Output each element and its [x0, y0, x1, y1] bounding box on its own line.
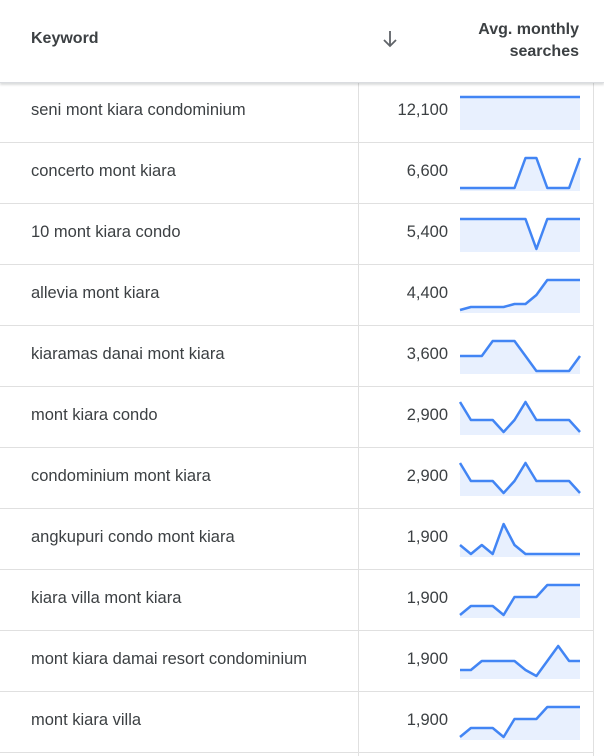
keyword-cell: mont kiara damai resort condominium — [31, 650, 308, 668]
sparkline-line — [459, 705, 580, 739]
keyword-cell: mont kiara villa — [31, 711, 142, 729]
sparkline-area — [460, 97, 580, 130]
keyword-cell: kiara villa mont kiara — [31, 589, 182, 607]
trend-sparkline — [460, 217, 580, 252]
sparkline-area — [460, 585, 580, 618]
sparkline-line — [458, 400, 581, 434]
avg-monthly-searches-cell: 1,900 — [406, 711, 448, 729]
keyword-cell: seni mont kiara condominium — [31, 101, 246, 119]
keyword-column-header[interactable]: Keyword — [31, 30, 99, 47]
sparkline-area — [460, 646, 580, 679]
avg-monthly-searches-cell: 1,900 — [406, 650, 448, 668]
sparkline-area — [460, 280, 580, 313]
sparkline-area — [460, 463, 580, 496]
trend-sparkline — [459, 705, 580, 740]
column-divider — [358, 0, 359, 756]
table-row[interactable]: angkupuri condo mont kiara 1,900 — [0, 509, 593, 570]
avg-monthly-searches-cell: 6,600 — [406, 162, 448, 180]
sparkline-line — [458, 461, 581, 495]
keyword-cell: concerto mont kiara — [31, 162, 176, 180]
trend-sparkline — [460, 95, 580, 130]
avg-monthly-searches-cell: 3,600 — [406, 345, 448, 363]
trend-sparkline — [459, 583, 580, 618]
avg-monthly-searches-cell: 2,900 — [406, 406, 448, 424]
trend-sparkline — [458, 461, 581, 496]
keyword-cell: mont kiara condo — [31, 406, 158, 424]
avg-monthly-searches-cell: 1,900 — [406, 528, 448, 546]
keyword-cell: 10 mont kiara condo — [31, 223, 181, 241]
sparkline-area — [460, 524, 580, 557]
arrow-down-icon[interactable] — [380, 28, 400, 50]
table-row[interactable]: allevia mont kiara 4,400 — [0, 265, 593, 326]
sparkline-area — [460, 402, 580, 435]
avg-monthly-searches-cell: 2,900 — [406, 467, 448, 485]
keyword-cell: allevia mont kiara — [31, 284, 160, 302]
sparkline-line — [459, 278, 580, 312]
trend-sparkline — [460, 339, 582, 374]
avg-monthly-searches-cell: 4,400 — [406, 284, 448, 302]
table-row[interactable]: kiaramas danai mont kiara 3,600 — [0, 326, 593, 387]
avg-monthly-searches-column-header[interactable]: Avg. monthly searches — [478, 21, 579, 60]
keyword-cell: angkupuri condo mont kiara — [31, 528, 235, 546]
trend-sparkline — [460, 156, 582, 191]
sparkline-line — [459, 522, 580, 556]
sparkline-line — [460, 217, 580, 251]
sparkline-line — [460, 644, 580, 678]
avg-monthly-searches-cell: 12,100 — [397, 101, 448, 119]
sparkline-line — [460, 339, 582, 373]
sparkline-area — [460, 707, 580, 740]
keyword-cell: condominium mont kiara — [31, 467, 211, 485]
sparkline-line — [459, 583, 580, 617]
trend-sparkline — [460, 644, 580, 679]
table-row[interactable]: seni mont kiara condominium 12,100 — [0, 82, 593, 143]
table-row[interactable]: mont kiara condo 2,900 — [0, 387, 593, 448]
trend-sparkline — [459, 522, 580, 557]
table-row[interactable]: concerto mont kiara 6,600 — [0, 143, 593, 204]
table-row[interactable]: mont kiara damai resort condominium 1,900 — [0, 631, 593, 692]
table-row[interactable]: condominium mont kiara 2,900 — [0, 448, 593, 509]
table-row[interactable]: mont kiara villa 1,900 — [0, 692, 593, 753]
avg-monthly-searches-cell: 1,900 — [406, 589, 448, 607]
trend-sparkline — [459, 278, 580, 313]
keyword-cell: kiaramas danai mont kiara — [31, 345, 225, 363]
sparkline-line — [460, 156, 582, 190]
avg-monthly-searches-cell: 5,400 — [406, 223, 448, 241]
table-header: Keyword Avg. monthly searches — [0, 0, 604, 83]
table-row[interactable]: kiara villa mont kiara 1,900 — [0, 570, 593, 631]
sparkline-area — [460, 341, 580, 374]
trend-sparkline — [458, 400, 581, 435]
sparkline-area — [460, 219, 580, 252]
table-row[interactable]: 10 mont kiara condo 5,400 — [0, 204, 593, 265]
column-divider — [593, 0, 594, 756]
